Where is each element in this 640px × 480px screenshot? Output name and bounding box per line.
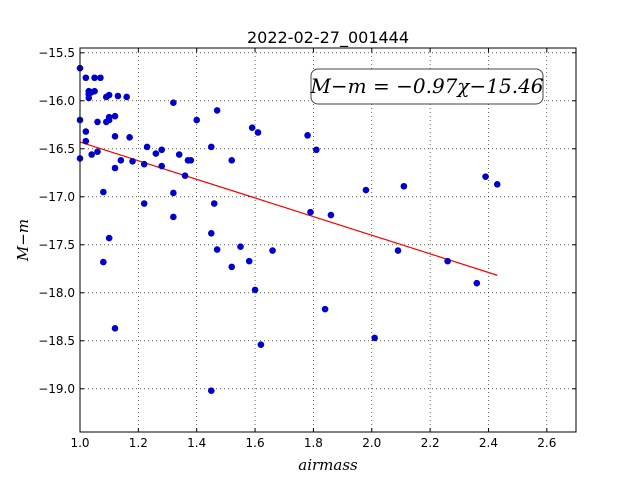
data-point [313, 146, 320, 154]
data-point [493, 181, 501, 188]
data-point [82, 128, 90, 135]
data-point [181, 172, 189, 179]
data-point [105, 234, 113, 242]
data-point [126, 133, 133, 141]
fit-line [79, 141, 498, 276]
data-point [269, 247, 276, 254]
data-point [91, 74, 98, 82]
data-point [210, 200, 218, 207]
data-point [111, 325, 119, 332]
data-point [444, 257, 451, 265]
data-point [228, 263, 236, 271]
data-point [175, 151, 183, 158]
fit-equation-box: M−m = −0.97χ−15.46 [309, 68, 544, 105]
x-tick-label: 2.6 [537, 436, 556, 450]
data-point [111, 164, 119, 172]
y-tick-label: −16.0 [38, 94, 75, 108]
data-point [237, 243, 244, 251]
data-point [140, 200, 148, 207]
fit-equation-text: M−m = −0.97χ−15.46 [309, 74, 543, 98]
data-point [482, 173, 489, 180]
data-point [85, 94, 93, 102]
data-point [362, 186, 370, 194]
y-tick-label: −19.0 [38, 382, 75, 396]
data-point [304, 132, 311, 139]
data-point [307, 208, 314, 216]
data-point [111, 112, 119, 120]
x-tick-labels: 1.0 1.2 1.4 1.6 1.8 2.0 2.2 2.4 2.6 [70, 436, 556, 450]
y-axis-label: M−m [14, 219, 32, 262]
data-point [117, 157, 125, 164]
chart-title: 2022-02-27_001444 [247, 28, 409, 48]
data-point [193, 116, 201, 124]
data-point [88, 151, 95, 158]
y-tick-label: −16.5 [38, 142, 75, 156]
y-tick-label: −18.0 [38, 286, 75, 300]
x-tick-label: 1.2 [129, 436, 148, 450]
tick-marks [79, 48, 576, 432]
data-point [123, 93, 130, 101]
data-point [94, 148, 101, 155]
data-point [82, 137, 90, 145]
data-point [257, 341, 265, 348]
data-point [228, 157, 236, 164]
data-point [207, 229, 215, 237]
data-point [82, 74, 90, 82]
y-tick-label: −15.5 [38, 46, 75, 60]
data-point [140, 160, 148, 168]
data-point [187, 157, 195, 164]
x-tick-label: 1.8 [304, 436, 323, 450]
data-point [97, 74, 104, 82]
y-tick-label: −17.0 [38, 190, 75, 204]
data-point [129, 157, 136, 165]
data-point [152, 150, 160, 157]
data-point [170, 189, 177, 197]
scatter-points [76, 64, 501, 395]
plot-frame [79, 47, 577, 433]
data-point [207, 143, 215, 151]
data-point [473, 279, 481, 287]
data-point [254, 129, 262, 136]
data-point [100, 258, 107, 266]
x-tick-label: 1.0 [70, 436, 89, 450]
data-point [105, 91, 113, 99]
fit-equation-frame [310, 68, 544, 105]
data-point [100, 188, 107, 196]
x-tick-label: 2.0 [362, 436, 381, 450]
data-point [400, 182, 408, 190]
data-point [158, 146, 165, 154]
y-tick-label: −18.5 [38, 334, 75, 348]
data-point [207, 387, 215, 395]
data-point [213, 246, 221, 253]
x-tick-label: 1.6 [246, 436, 265, 450]
data-point [158, 162, 165, 170]
data-point [105, 116, 113, 124]
data-point [114, 92, 122, 100]
x-axis-label: airmass [298, 456, 358, 474]
data-point [213, 107, 221, 114]
data-point [327, 211, 335, 219]
y-tick-labels: −15.5 −16.0 −16.5 −17.0 −17.5 −18.0 −18.5 −19.0 [38, 46, 75, 396]
data-point [170, 99, 177, 107]
x-tick-label: 2.2 [421, 436, 440, 450]
data-point [91, 87, 98, 95]
data-point [143, 143, 151, 151]
data-point [248, 124, 256, 131]
data-point [371, 334, 378, 342]
x-tick-label: 2.4 [479, 436, 498, 450]
fit-line-layer [79, 141, 498, 276]
y-tick-label: −17.5 [38, 238, 75, 252]
data-point [251, 286, 259, 294]
data-point [394, 247, 402, 254]
data-point [245, 257, 253, 265]
x-tick-label: 1.4 [187, 436, 206, 450]
data-point [170, 213, 177, 221]
data-point [321, 305, 329, 313]
data-point [94, 118, 101, 126]
data-point [111, 133, 119, 140]
